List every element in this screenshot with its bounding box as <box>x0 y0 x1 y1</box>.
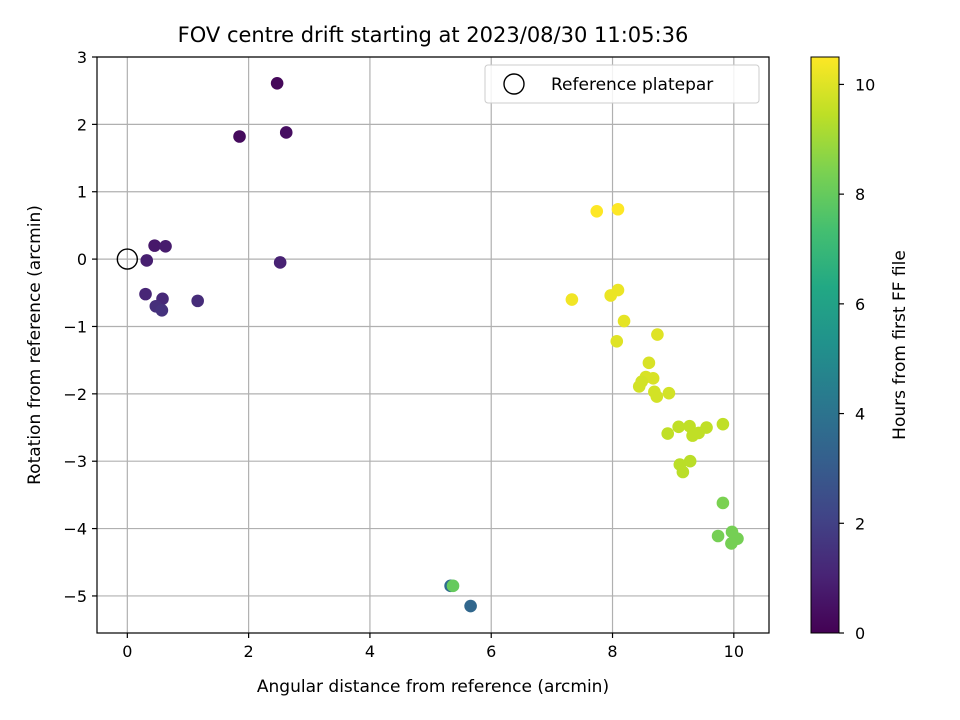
x-tick-label: 0 <box>122 642 132 661</box>
data-point <box>661 427 675 440</box>
data-point <box>642 356 656 370</box>
data-point <box>446 579 460 593</box>
data-point <box>155 304 169 317</box>
data-point <box>651 328 664 341</box>
legend-marker-open-circle <box>503 73 525 95</box>
data-point <box>270 76 284 90</box>
colorbar-tick-label: 4 <box>855 405 865 424</box>
data-point <box>610 334 624 348</box>
colorbar-tick-label: 2 <box>855 514 865 533</box>
data-point <box>273 256 287 269</box>
data-point <box>692 426 705 440</box>
colorbar-gradient <box>810 56 840 634</box>
y-tick-label: −3 <box>63 452 87 471</box>
colorbar-ticks: 0 2 4 6 8 10 <box>839 75 875 643</box>
data-point <box>711 529 725 543</box>
plot-frame <box>96 56 770 634</box>
data-point <box>672 420 685 434</box>
data-point <box>662 386 676 400</box>
data-point <box>650 390 664 403</box>
y-tick-label: 3 <box>77 48 87 67</box>
colorbar-tick-label: 8 <box>855 185 865 204</box>
data-points <box>116 76 744 613</box>
data-point <box>148 239 161 252</box>
data-point <box>725 537 738 550</box>
y-tick-label: 0 <box>77 250 87 269</box>
colorbar: 0 2 4 6 8 10 Hours from first FF file <box>810 56 910 643</box>
y-tick-label: 1 <box>77 183 87 202</box>
y-tick-label: −5 <box>63 587 87 606</box>
data-point <box>233 130 246 143</box>
reference-platepar-marker <box>116 248 139 270</box>
colorbar-tick-label: 10 <box>855 75 875 94</box>
data-point <box>611 202 625 216</box>
y-tick-label: −4 <box>63 520 87 539</box>
data-point <box>191 294 204 308</box>
x-tick-label: 4 <box>365 642 375 661</box>
axis-ticks: 0 2 4 6 8 10 −5 −4 −3 −2 −1 0 1 2 3 <box>63 48 744 661</box>
colorbar-tick-label: 6 <box>855 295 865 314</box>
data-point <box>140 254 154 267</box>
data-point <box>632 380 646 393</box>
x-tick-label: 10 <box>724 642 744 661</box>
y-tick-label: −2 <box>63 385 87 404</box>
legend-box <box>484 64 760 104</box>
x-tick-label: 2 <box>244 642 254 661</box>
data-point <box>464 599 477 613</box>
data-point <box>279 126 293 139</box>
data-point <box>646 372 660 385</box>
data-point <box>683 454 697 468</box>
data-point <box>716 417 730 431</box>
legend: Reference platepar <box>484 64 760 104</box>
x-tick-label: 6 <box>486 642 496 661</box>
y-tick-label: −1 <box>63 317 87 336</box>
data-point <box>159 240 172 253</box>
x-tick-label: 8 <box>607 642 617 661</box>
chart-title: FOV centre drift starting at 2023/08/30 … <box>178 23 689 47</box>
data-point <box>565 293 579 306</box>
legend-label: Reference platepar <box>551 75 713 95</box>
data-point <box>716 496 730 510</box>
data-point <box>604 289 618 302</box>
y-tick-label: 2 <box>77 115 87 134</box>
data-point <box>590 204 604 218</box>
colorbar-label: Hours from first FF file <box>890 250 910 440</box>
grid-lines <box>97 56 769 633</box>
data-point <box>617 314 631 328</box>
data-point <box>676 465 690 479</box>
y-axis-label: Rotation from reference (arcmin) <box>25 205 45 485</box>
x-axis-label: Angular distance from reference (arcmin) <box>257 677 609 697</box>
colorbar-tick-label: 0 <box>855 624 865 643</box>
data-point <box>139 287 152 301</box>
